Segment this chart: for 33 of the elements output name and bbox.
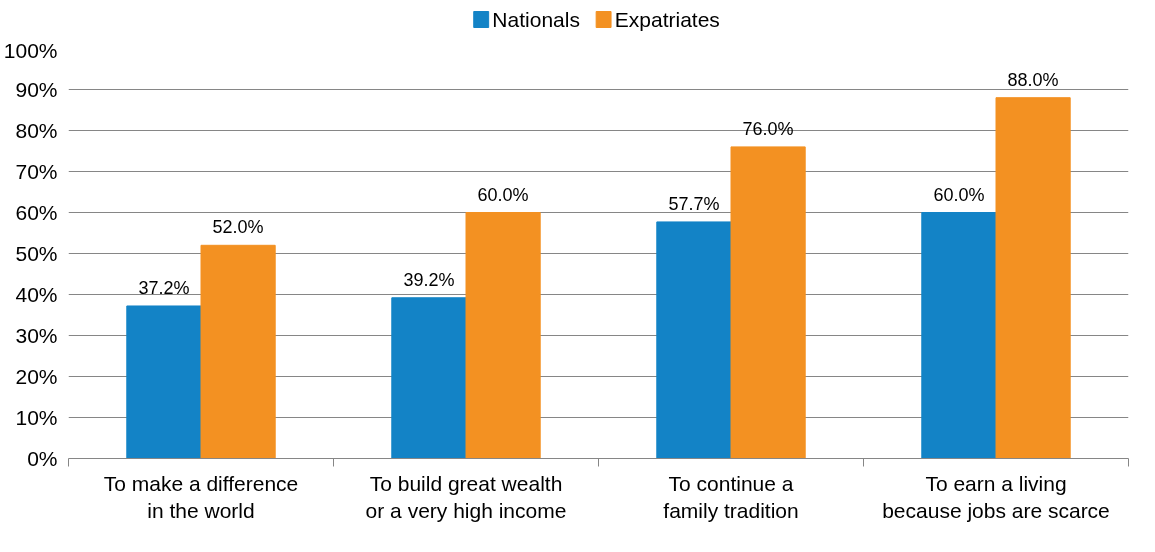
- x-tick-label: To continue a family tradition: [663, 471, 799, 523]
- data-label: 60.0%: [477, 184, 529, 205]
- data-label: 76.0%: [742, 118, 794, 139]
- bar: [126, 305, 202, 459]
- y-tick-label: 40%: [15, 283, 58, 306]
- y-tick-label: 80%: [15, 119, 58, 142]
- x-tick-label: To build great wealth or a very high income: [365, 471, 567, 523]
- bar: [465, 212, 541, 459]
- bar: [200, 244, 276, 459]
- data-label: 60.0%: [933, 184, 985, 205]
- data-label: 39.2%: [403, 269, 455, 290]
- y-tick-label: 50%: [15, 242, 58, 265]
- legend-label: Nationals: [492, 8, 580, 31]
- y-tick-label: 90%: [15, 78, 58, 101]
- y-tick-label: 20%: [15, 365, 58, 388]
- bar: [656, 221, 732, 459]
- x-tick-label: To earn a living because jobs are scarce: [882, 471, 1110, 523]
- legend-label: Expatriates: [614, 8, 720, 31]
- y-tick-label: 100%: [3, 38, 58, 62]
- y-tick-label: 30%: [15, 324, 58, 347]
- bar: [391, 297, 467, 459]
- data-label: 88.0%: [1007, 69, 1059, 90]
- y-tick-label: 60%: [15, 201, 58, 224]
- bar: [921, 212, 997, 459]
- data-label: 52.0%: [212, 217, 264, 238]
- y-tick-label: 0%: [27, 447, 58, 470]
- x-tick-label: To make a difference in the world: [103, 471, 299, 523]
- data-label: 37.2%: [138, 277, 190, 298]
- bar: [730, 146, 806, 459]
- data-label: 57.7%: [668, 193, 720, 214]
- bar: [995, 97, 1071, 459]
- y-tick-label: 70%: [15, 160, 58, 183]
- y-tick-label: 10%: [15, 406, 58, 429]
